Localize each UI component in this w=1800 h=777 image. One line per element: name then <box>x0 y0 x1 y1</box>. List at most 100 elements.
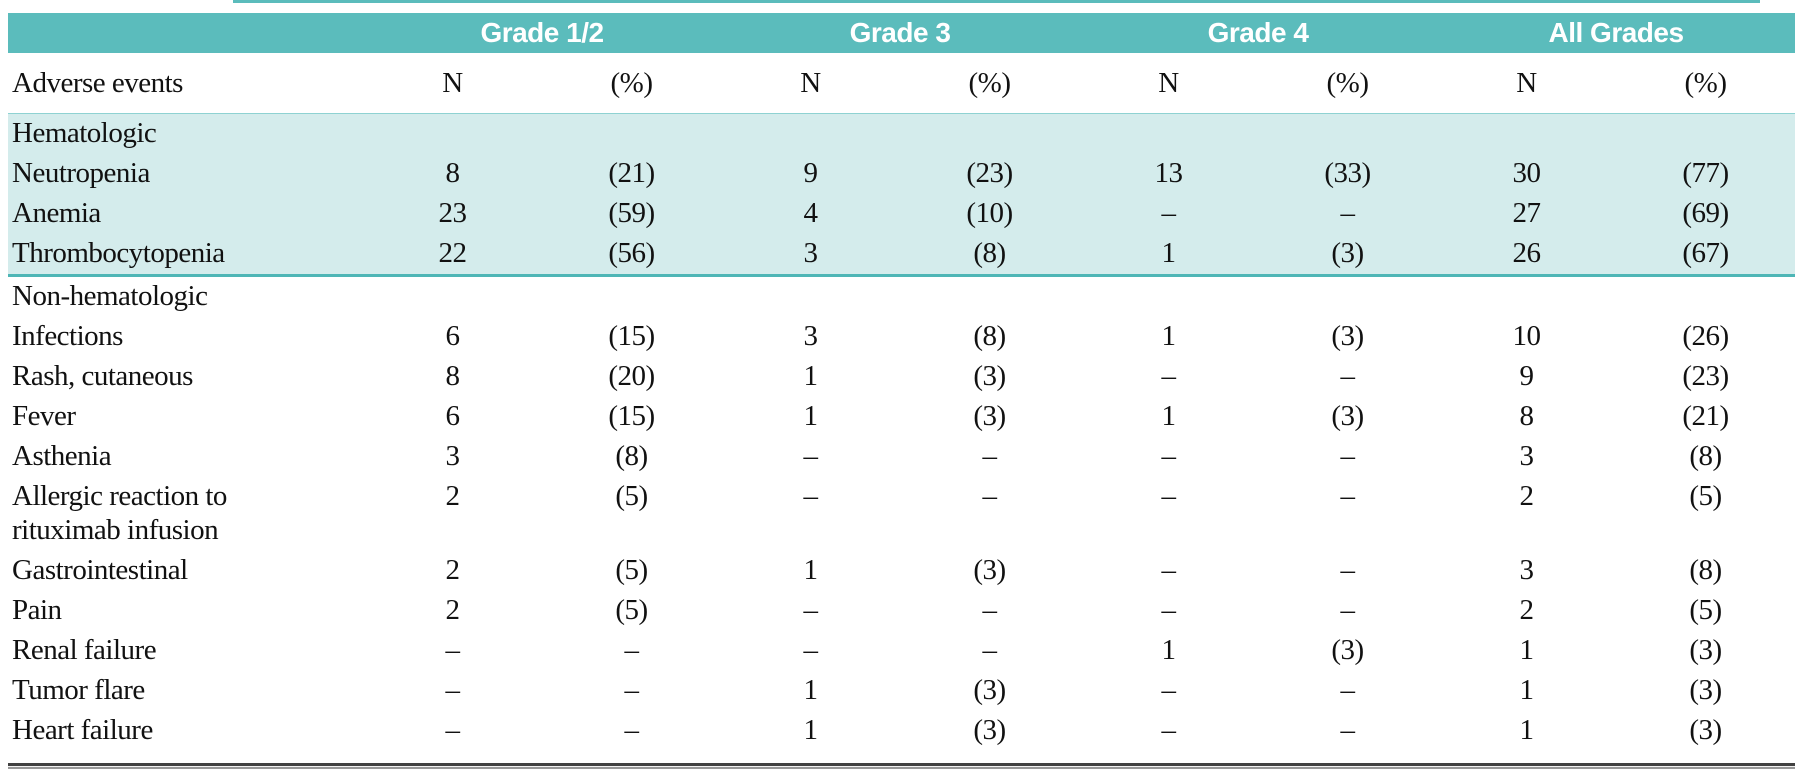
table-row-allergic-reaction-rituximab: Allergic reaction to rituximab infusion … <box>8 477 1795 551</box>
row-label: Infections <box>12 320 123 352</box>
cell-value: 27 <box>1437 194 1617 234</box>
cell-value: (8) <box>900 234 1080 277</box>
col-header-n: N <box>442 66 463 99</box>
cell-value: – <box>982 634 998 666</box>
row-label: Rash, cutaneous <box>12 360 193 392</box>
bottom-divider-rule <box>8 763 1795 770</box>
table-row-gastrointestinal: Gastrointestinal 2 (5) 1 (3) – – 3 (8) <box>8 551 1795 591</box>
cell-value: (3) <box>1331 634 1364 666</box>
cell-value: 3 <box>1519 440 1535 472</box>
cell-value: (8) <box>973 320 1006 352</box>
cell-value: – <box>982 480 998 512</box>
cell-value: (3) <box>1689 714 1722 746</box>
col-header-n: N <box>1158 66 1179 99</box>
table-row-thrombocytopenia: Thrombocytopenia 22 (56) 3 (8) 1 (3) 26 … <box>8 234 1796 277</box>
cell-value: – <box>1161 360 1177 392</box>
table-row-infections: Infections 6 (15) 3 (8) 1 (3) 10 (26) <box>8 317 1795 357</box>
cell-value: – <box>803 480 819 512</box>
cell-value: – <box>1161 554 1177 586</box>
cell-value: (77) <box>1616 154 1796 194</box>
cell-value: – <box>445 634 461 666</box>
cell-value: – <box>1161 714 1177 746</box>
cell-value: 9 <box>721 154 901 194</box>
row-label: Heart failure <box>12 714 153 746</box>
cell-value: 1 <box>1079 234 1259 277</box>
cell-value: – <box>1340 554 1356 586</box>
cell-value: 1 <box>1161 400 1177 432</box>
top-divider-rule <box>233 0 1760 3</box>
group-header-grade-4: Grade 4 <box>1079 13 1438 53</box>
cell-value: (5) <box>615 594 648 626</box>
grade-group-header-row: Grade 1/2 Grade 3 Grade 4 All Grades <box>8 13 1796 53</box>
group-header-all-grades: All Grades <box>1437 13 1796 53</box>
cell-value: 1 <box>803 714 819 746</box>
row-label: Renal failure <box>12 634 157 666</box>
cell-value: – <box>1258 194 1438 234</box>
cell-value: 2 <box>445 480 461 512</box>
cell-value: (21) <box>1682 400 1729 432</box>
adverse-events-column-header: Adverse events <box>12 66 183 99</box>
cell-value: – <box>982 440 998 472</box>
cell-value: 1 <box>803 400 819 432</box>
cell-value: – <box>624 714 640 746</box>
cell-value: (3) <box>973 674 1006 706</box>
row-label: Gastrointestinal <box>12 554 188 586</box>
cell-value: (3) <box>973 360 1006 392</box>
cell-value: (3) <box>973 400 1006 432</box>
cell-value: – <box>1340 440 1356 472</box>
col-header-pct: (%) <box>968 66 1011 99</box>
cell-value: – <box>445 714 461 746</box>
cell-value: 23 <box>363 194 542 234</box>
row-label: Anemia <box>8 194 363 234</box>
cell-value: 1 <box>1519 634 1535 666</box>
column-header-row: Adverse events N (%) N (%) N (%) N (%) <box>8 53 1795 114</box>
cell-value: (3) <box>1258 234 1438 277</box>
cell-value: – <box>624 674 640 706</box>
cell-value: – <box>1340 714 1356 746</box>
cell-value: – <box>1161 674 1177 706</box>
cell-value: 30 <box>1437 154 1617 194</box>
cell-value: (67) <box>1616 234 1796 277</box>
cell-value: 3 <box>721 234 901 277</box>
cell-value: 3 <box>445 440 461 472</box>
cell-value: (59) <box>542 194 722 234</box>
cell-value: 6 <box>445 400 461 432</box>
cell-value: 1 <box>1161 320 1177 352</box>
cell-value: 8 <box>363 154 542 194</box>
cell-value: 13 <box>1079 154 1259 194</box>
cell-value: – <box>1340 360 1356 392</box>
cell-value: 4 <box>721 194 901 234</box>
cell-value: (3) <box>973 714 1006 746</box>
cell-value: (15) <box>608 320 655 352</box>
row-label: Thrombocytopenia <box>8 234 363 277</box>
row-label: Allergic reaction to rituximab infusion <box>12 480 227 546</box>
table-row-fever: Fever 6 (15) 1 (3) 1 (3) 8 (21) <box>8 397 1795 437</box>
col-header-pct: (%) <box>610 66 653 99</box>
cell-value: (33) <box>1258 154 1438 194</box>
cell-value: 2 <box>445 594 461 626</box>
cell-value: 8 <box>1519 400 1535 432</box>
col-header-n: N <box>1516 66 1537 99</box>
table-row-heart-failure: Heart failure – – 1 (3) – – 1 (3) <box>8 711 1795 751</box>
row-label: Asthenia <box>12 440 112 472</box>
row-label: Pain <box>12 594 62 626</box>
table-row-anemia: Anemia 23 (59) 4 (10) – – 27 (69) <box>8 194 1796 234</box>
cell-value: (3) <box>1689 674 1722 706</box>
cell-value: – <box>803 634 819 666</box>
group-header-spacer <box>8 13 363 53</box>
cell-value: (69) <box>1616 194 1796 234</box>
cell-value: (3) <box>973 554 1006 586</box>
cell-value: 2 <box>1519 594 1535 626</box>
cell-value: – <box>1079 194 1259 234</box>
cell-value: (3) <box>1331 400 1364 432</box>
col-header-pct: (%) <box>1684 66 1727 99</box>
adverse-events-table: Grade 1/2 Grade 3 Grade 4 All Grades Adv… <box>8 13 1796 751</box>
cell-value: – <box>1340 594 1356 626</box>
table-row-rash-cutaneous: Rash, cutaneous 8 (20) 1 (3) – – 9 (23) <box>8 357 1795 397</box>
group-header-grade-1-2: Grade 1/2 <box>363 13 722 53</box>
cell-value: (21) <box>542 154 722 194</box>
cell-value: (5) <box>1689 480 1722 512</box>
cell-value: 2 <box>1519 480 1535 512</box>
cell-value: (20) <box>608 360 655 392</box>
